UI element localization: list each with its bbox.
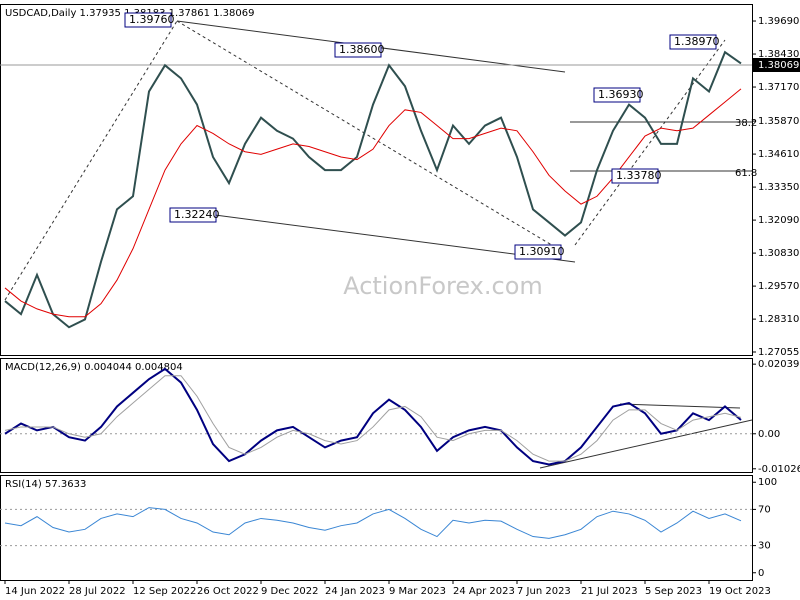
- y-tick-label: 1.27055: [758, 347, 799, 358]
- price-panel: [0, 4, 753, 356]
- x-tick-label: 7 Jun 2023: [517, 586, 571, 597]
- x-tick-label: 26 Oct 2022: [197, 586, 259, 597]
- y-tick-label: 1.34610: [758, 149, 799, 160]
- annotation-box: [611, 168, 659, 184]
- annotation: 1.30910: [519, 245, 565, 258]
- trend-line: [539, 419, 753, 469]
- y-tick-label: 1.32090: [758, 215, 799, 226]
- trend-line: [176, 20, 561, 251]
- current-price: 1.38069: [758, 60, 799, 71]
- series-line: [4, 375, 742, 462]
- series-line: [4, 507, 742, 539]
- annotation: 1.38600: [339, 43, 385, 56]
- y-tick-label: 100: [758, 477, 777, 488]
- panel-title: RSI(14) 57.3633: [5, 479, 86, 490]
- trend-line: [4, 20, 178, 301]
- price-box: [753, 58, 800, 72]
- x-tick-label: 5 Sep 2023: [645, 586, 702, 597]
- annotation: 1.39760: [129, 13, 175, 26]
- y-tick-label: 1.33350: [758, 182, 799, 193]
- y-tick-label: 1.39690: [758, 16, 799, 27]
- rsi-panel: [0, 475, 753, 581]
- annotation-box: [593, 87, 641, 103]
- y-tick-label: 1.28310: [758, 314, 799, 325]
- y-tick-label: 0: [758, 568, 764, 579]
- annotation: 1.33780: [616, 169, 662, 182]
- trend-line: [574, 39, 726, 246]
- x-tick-label: 19 Oct 2023: [709, 586, 771, 597]
- x-tick-label: 24 Jan 2023: [325, 586, 385, 597]
- y-tick-label: 1.35870: [758, 116, 799, 127]
- y-tick-label: 0.00: [758, 429, 780, 440]
- x-tick-label: 21 Jul 2023: [581, 586, 638, 597]
- y-tick-label: 70: [758, 504, 771, 515]
- annotation-box: [514, 244, 562, 260]
- y-tick-label: 1.30830: [758, 248, 799, 259]
- x-tick-label: 9 Dec 2022: [261, 586, 319, 597]
- trend-line: [619, 403, 741, 409]
- macd-panel: [0, 358, 753, 473]
- series-line: [4, 367, 742, 466]
- annotation: 61.8: [735, 168, 757, 179]
- watermark: ActionForex.com: [343, 272, 543, 300]
- annotation: 1.32240: [174, 208, 220, 221]
- y-tick-label: 30: [758, 541, 771, 552]
- annotation-box: [124, 12, 172, 28]
- x-tick-label: 28 Jul 2022: [69, 586, 126, 597]
- x-tick-label: 24 Apr 2023: [453, 586, 515, 597]
- x-tick-label: 9 Mar 2023: [389, 586, 446, 597]
- y-tick-label: 0.020399: [758, 359, 800, 370]
- x-tick-label: 12 Sep 2022: [133, 586, 196, 597]
- annotation: 1.36930: [598, 88, 644, 101]
- annotation-box: [669, 34, 717, 50]
- y-tick-label: 1.37170: [758, 82, 799, 93]
- panel-title: MACD(12,26,9) 0.004044 0.004804: [5, 362, 183, 373]
- series-line: [4, 50, 742, 329]
- annotation: 1.38970: [674, 35, 720, 48]
- annotation-box: [169, 207, 217, 223]
- y-tick-label: -0.01026: [758, 464, 800, 475]
- annotation-box: [334, 42, 382, 58]
- y-tick-label: 1.29570: [758, 281, 799, 292]
- annotation: 38.2: [735, 118, 757, 129]
- y-tick-label: 1.38430: [758, 49, 799, 60]
- x-tick-label: 14 Jun 2022: [5, 586, 65, 597]
